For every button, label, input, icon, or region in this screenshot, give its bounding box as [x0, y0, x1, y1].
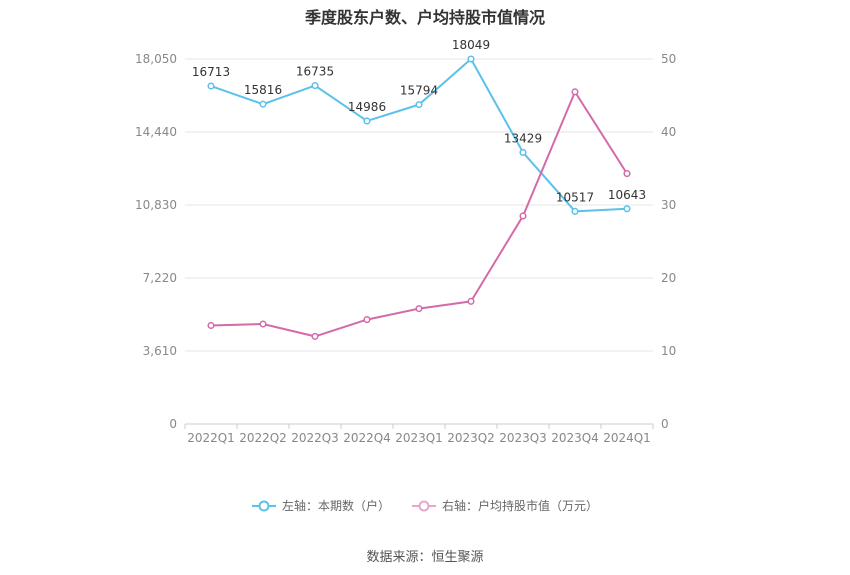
data-point: [415, 101, 423, 109]
data-point: [415, 305, 423, 313]
data-label: 13429: [504, 131, 542, 145]
right-axis-tick-label: 0: [661, 417, 669, 431]
x-axis-tick-label: 2024Q1: [603, 431, 651, 445]
axes: 0 3,610 7,220 10,830 14,440 18,050 0 10 20 30 40 50…: [135, 52, 676, 445]
x-axis-tick-label: 2022Q4: [343, 431, 391, 445]
data-point: [467, 55, 475, 63]
left-axis-tick-label: 10,830: [135, 198, 177, 212]
legend-label-right-series: 右轴：户均持股市值（万元）: [442, 499, 599, 513]
x-axis-tick-label: 2023Q4: [551, 431, 599, 445]
chart-title: 季度股东户数、户均持股市值情况: [304, 8, 545, 27]
data-point: [571, 88, 579, 96]
data-label: 16713: [192, 65, 230, 79]
data-label: 10643: [608, 188, 646, 202]
data-point: [311, 332, 319, 340]
x-axis-tick-label: 2022Q2: [239, 431, 287, 445]
x-axis-tick-label: 2022Q3: [291, 431, 339, 445]
x-axis-tick-label: 2023Q3: [499, 431, 547, 445]
series-line-right: [210, 90, 628, 338]
left-axis-tick-label: 14,440: [135, 125, 177, 139]
data-point: [311, 82, 319, 90]
legend-line-marker-icon: [412, 500, 436, 511]
legend: 左轴：本期数（户） 右轴：户均持股市值（万元）: [0, 497, 850, 514]
left-axis-tick-label: 3,610: [143, 344, 177, 358]
data-point: [519, 212, 527, 220]
left-axis-tick-label: 0: [169, 417, 177, 431]
series: [207, 55, 631, 340]
data-point: [623, 170, 631, 178]
source-note: 数据来源：恒生聚源: [366, 550, 484, 565]
data-point: [207, 82, 215, 90]
data-label: 15816: [244, 83, 282, 97]
data-point: [519, 148, 527, 156]
data-label: 16735: [296, 65, 334, 79]
right-axis-tick-label: 20: [661, 271, 676, 285]
right-axis-tick-label: 50: [661, 52, 676, 66]
x-axis-tick-label: 2023Q1: [395, 431, 443, 445]
legend-item-right-series[interactable]: 右轴：户均持股市值（万元）: [412, 497, 598, 514]
data-label: 14986: [348, 100, 386, 114]
data-point: [571, 207, 579, 215]
data-point: [259, 320, 267, 328]
data-label: 15794: [400, 84, 438, 98]
data-point: [363, 316, 371, 324]
left-axis-tick-label: 18,050: [135, 52, 177, 66]
right-axis-tick-label: 30: [661, 198, 676, 212]
series-line-left: [210, 58, 628, 213]
data-point: [623, 205, 631, 213]
data-point: [207, 321, 215, 330]
data-point: [467, 297, 475, 305]
x-axis-tick-label: 2023Q2: [447, 431, 495, 445]
data-label: 10517: [556, 190, 594, 204]
legend-label-left-series: 左轴：本期数（户）: [281, 499, 390, 513]
data-labels: 16713 15816 16735 14986 15794 18049 13429 10517…: [192, 38, 646, 204]
gridlines: [185, 58, 653, 352]
x-axis-tick-label: 2022Q1: [187, 431, 235, 445]
data-point: [259, 100, 267, 108]
legend-item-left-series[interactable]: 左轴：本期数（户）: [251, 497, 390, 514]
legend-line-marker-icon: [251, 500, 276, 511]
left-axis-tick-label: 7,220: [143, 271, 177, 285]
right-axis-tick-label: 10: [661, 344, 676, 358]
data-point: [363, 117, 371, 125]
data-label: 18049: [452, 38, 490, 52]
right-axis-tick-label: 40: [661, 125, 676, 139]
